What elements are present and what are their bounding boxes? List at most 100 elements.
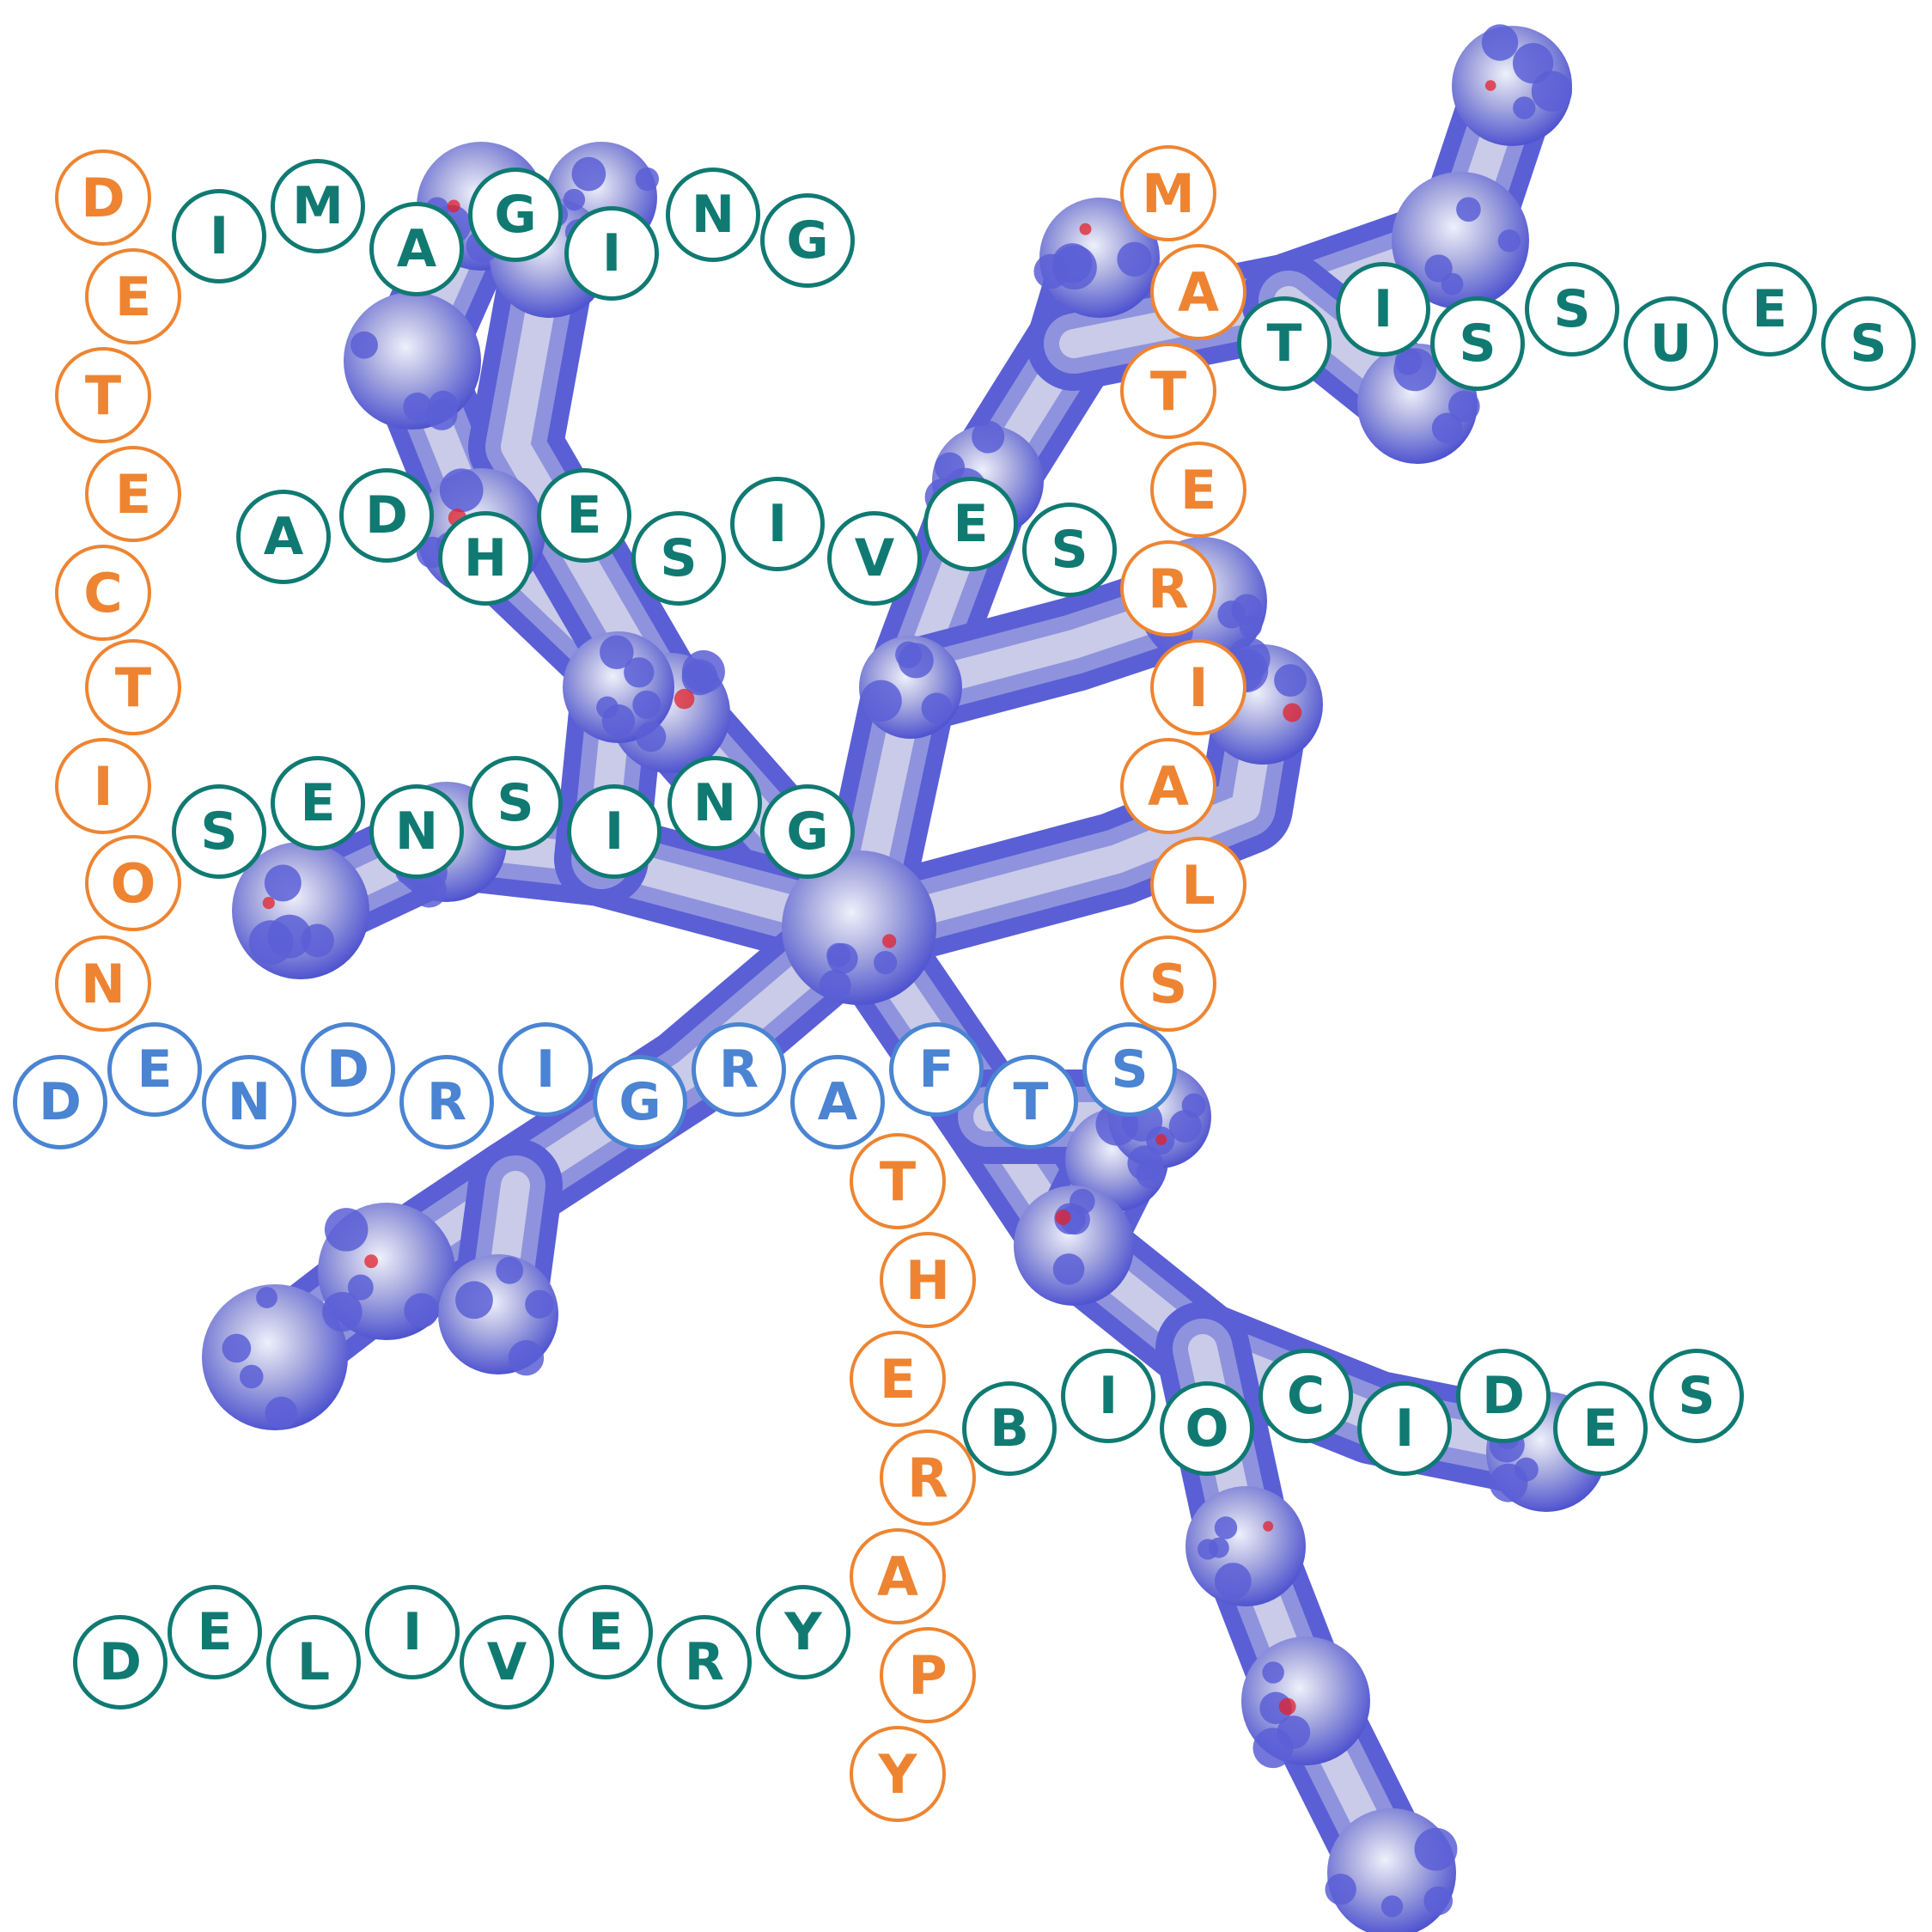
surface-bump [1198,1539,1219,1560]
surface-bump [239,1364,264,1389]
surface-bump [827,943,858,974]
surface-red-spot [1155,1134,1167,1146]
letter-bubble-materials-0: M [1120,145,1216,241]
letter-bubble-imaging-3: G [468,168,563,262]
letter-bubble-delivery-0: D [73,1615,168,1710]
letter-bubble-adhesives-6: V [827,511,922,606]
surface-bump [350,331,378,359]
letter-bubble-sensing-6: G [760,784,855,879]
letter-bubble-sensing-4: I [567,784,661,879]
letter-bubble-materials-3: E [1150,442,1246,538]
surface-bump [525,1289,554,1319]
surface-bump [267,914,312,959]
surface-bump [1214,1516,1238,1539]
surface-lobe [1392,172,1529,309]
surface-bump [571,156,606,192]
letter-bubble-tissues-6: S [1821,296,1916,391]
surface-bump [1513,96,1536,119]
letter-bubble-detection-7: O [85,835,181,931]
surface-bump [596,696,619,719]
surface-bump [1117,241,1152,277]
letter-bubble-dendrigrafts-11: S [1082,1022,1177,1117]
letter-bubble-dendrigrafts-0: D [13,1055,107,1149]
letter-bubble-imaging-2: A [369,202,464,296]
letter-bubble-adhesives-2: H [438,511,533,606]
surface-bump [428,390,458,420]
letter-bubble-materials-6: A [1120,738,1216,834]
letter-bubble-sensing-2: N [369,784,464,879]
letter-bubble-materials-5: I [1150,639,1246,735]
surface-red-spot [1283,703,1302,722]
letter-bubble-therapy-5: P [880,1627,976,1723]
letter-bubble-imaging-0: I [172,189,266,283]
surface-red-spot [1278,1697,1296,1716]
surface-bump [1136,1159,1166,1189]
letter-bubble-adhesives-8: S [1022,503,1117,597]
surface-bump [265,1396,298,1429]
letter-bubble-therapy-0: T [850,1133,946,1229]
surface-bump [1531,70,1573,112]
surface-red-spot [1055,1210,1071,1226]
letter-bubble-detection-8: N [55,936,151,1032]
surface-bump [1423,1886,1454,1916]
surface-bump [1262,1661,1284,1684]
letter-bubble-dendrigrafts-3: D [301,1022,395,1117]
letter-bubble-tissues-4: U [1624,296,1718,391]
surface-bump [921,692,953,724]
surface-bump [322,1291,363,1332]
surface-bump [860,680,902,722]
letter-bubble-tissues-0: T [1237,296,1332,391]
surface-lobe [782,850,936,1005]
letter-bubble-adhesives-1: D [339,468,434,563]
letter-bubble-adhesives-5: I [730,477,825,571]
surface-lobe [1014,1185,1134,1306]
surface-bump [508,1340,545,1376]
letter-bubble-adhesives-4: S [631,511,726,606]
surface-bump [898,643,934,679]
letter-bubble-detection-5: T [85,639,181,735]
letter-bubble-therapy-4: A [850,1528,946,1624]
surface-bump [632,690,661,719]
letter-bubble-tissues-3: S [1525,262,1619,357]
letter-bubble-delivery-2: L [266,1615,361,1710]
letter-bubble-dendrigrafts-4: R [399,1055,494,1149]
surface-bump [1414,1827,1458,1871]
letter-bubble-sensing-5: N [667,756,762,850]
letter-bubble-detection-2: T [55,347,151,443]
letter-bubble-adhesives-0: A [236,490,331,584]
surface-bump [1214,1563,1252,1600]
letter-bubble-imaging-6: G [760,193,855,288]
surface-bump [972,420,1005,454]
letter-bubble-adhesives-7: E [923,477,1018,571]
letter-bubble-biocides-4: I [1357,1381,1452,1476]
surface-bump [439,468,484,513]
letter-bubble-tissues-2: S [1430,296,1525,391]
surface-bump [324,1208,369,1252]
surface-bump [455,1281,493,1319]
letter-bubble-dendrigrafts-1: E [107,1022,202,1117]
surface-bump [403,392,432,422]
surface-bump [1448,390,1480,423]
surface-bump [404,1293,439,1328]
letter-bubble-dendrigrafts-9: F [889,1022,984,1117]
letter-bubble-delivery-4: V [460,1615,554,1710]
surface-bump [819,969,851,1002]
surface-bump [222,1333,252,1363]
surface-bump [874,950,898,975]
letter-bubble-tissues-5: E [1722,262,1817,357]
surface-branch [286,827,874,942]
surface-red-spot [882,934,897,948]
surface-bump [624,657,655,688]
surface-bump [1325,1874,1356,1905]
surface-bump [635,167,660,192]
surface-bump [681,659,718,696]
surface-bump [1431,412,1463,444]
surface-bump [1052,243,1093,283]
letter-bubble-materials-4: R [1120,540,1216,637]
letter-bubble-biocides-0: B [962,1381,1057,1476]
letter-bubble-dendrigrafts-7: R [692,1022,786,1117]
surface-bump [1424,254,1453,283]
letter-bubble-biocides-7: S [1649,1349,1744,1443]
